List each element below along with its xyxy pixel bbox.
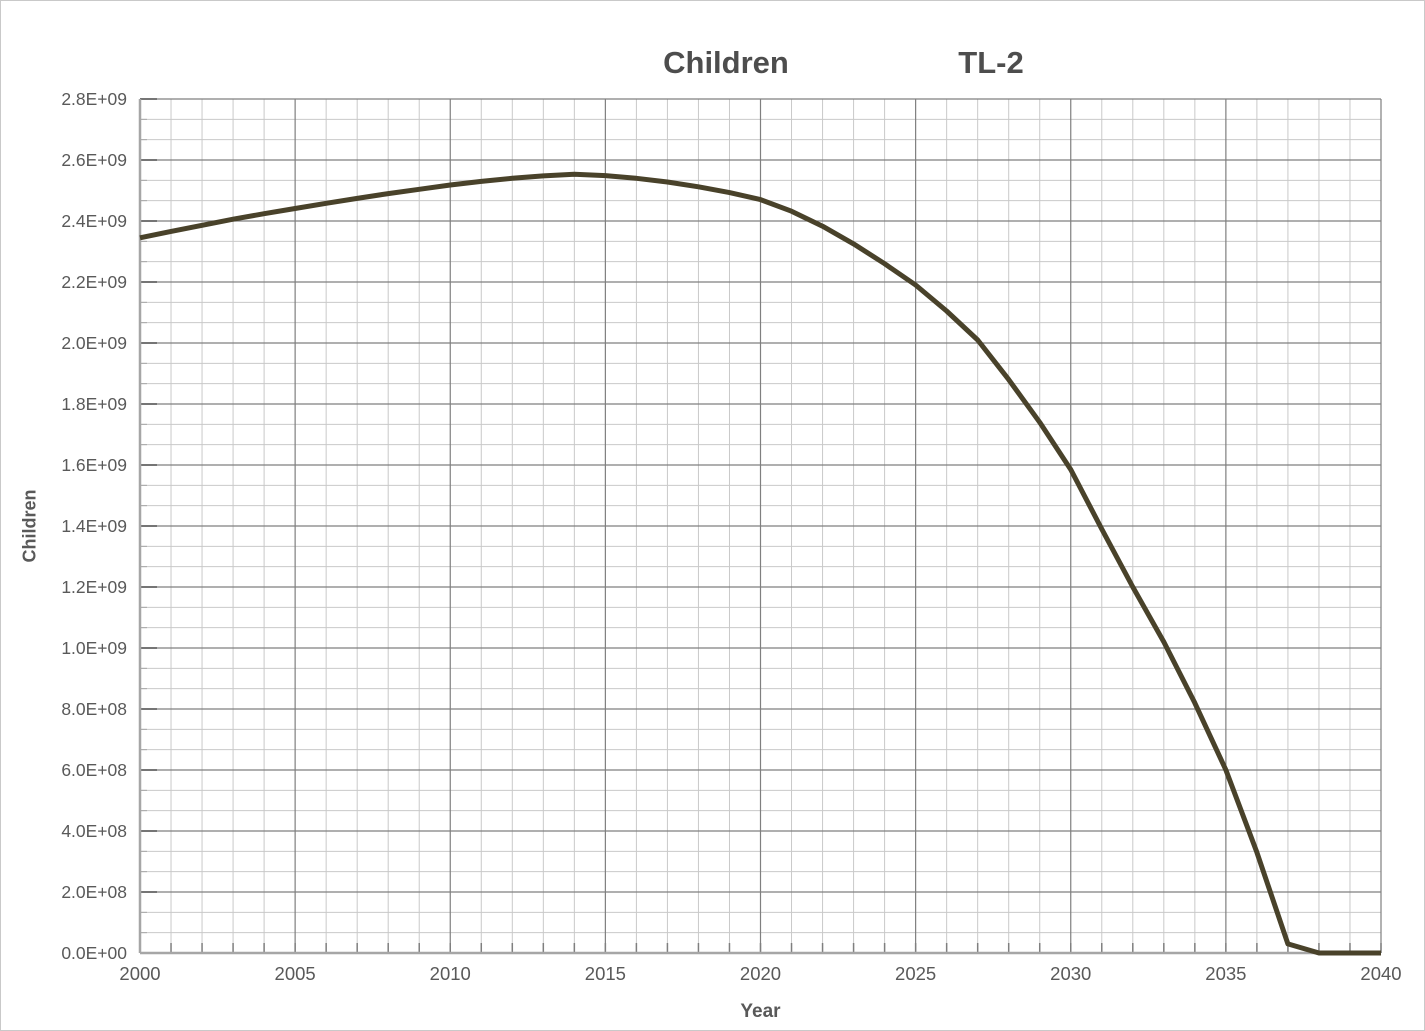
- x-tick-label: 2005: [274, 963, 316, 984]
- y-tick-label: 1.2E+09: [61, 577, 127, 597]
- y-tick-label: 2.6E+09: [61, 150, 127, 170]
- chart-title-main: Children: [663, 45, 789, 80]
- y-tick-label: 1.8E+09: [61, 394, 127, 414]
- data-line-children: [139, 171, 1381, 956]
- plot-area: [138, 98, 1382, 956]
- x-tick-label: 2015: [584, 963, 626, 984]
- y-tick-label: 1.0E+09: [61, 638, 127, 658]
- y-tick-label: 2.4E+09: [61, 211, 127, 231]
- x-tick-label: 2035: [1205, 963, 1247, 984]
- y-tick-label: 0.0E+00: [61, 943, 127, 963]
- x-tick-label: 2000: [119, 963, 161, 984]
- y-tick-label: 2.0E+08: [61, 882, 127, 902]
- y-tick-label: 4.0E+08: [61, 821, 127, 841]
- x-tick-label: 2020: [739, 963, 782, 984]
- y-tick-label: 2.0E+09: [61, 333, 127, 353]
- x-tick-label: 2025: [895, 963, 937, 984]
- y-tick-label: 1.6E+09: [61, 455, 127, 475]
- y-tick-label: 6.0E+08: [61, 760, 127, 780]
- chart-title-suffix: TL-2: [958, 45, 1024, 80]
- y-tick-label: 2.8E+09: [61, 89, 127, 109]
- y-tick-label: 2.2E+09: [61, 272, 127, 292]
- x-tick-label: 2040: [1360, 963, 1402, 984]
- y-tick-label: 1.4E+09: [61, 516, 127, 536]
- x-tick-label: 2010: [429, 963, 471, 984]
- y-tick-label: 8.0E+08: [61, 699, 127, 719]
- x-axis-title: Year: [740, 1001, 781, 1022]
- x-tick-label: 2030: [1050, 963, 1092, 984]
